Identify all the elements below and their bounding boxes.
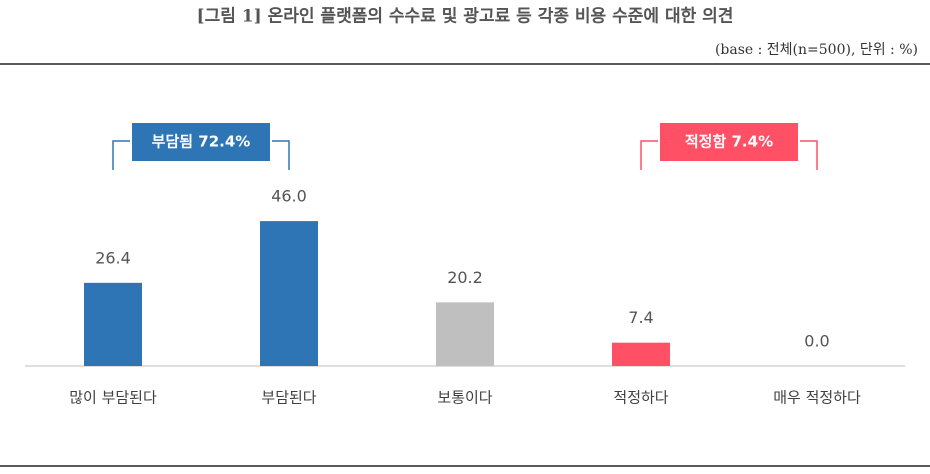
bar	[612, 342, 670, 366]
annotation-label: 적정함 7.4%	[685, 133, 773, 151]
bar	[260, 221, 318, 366]
chart-subtitle: (base : 전체(n=500), 단위 : %)	[715, 42, 918, 58]
annotation-label: 부담됨 72.4%	[152, 133, 251, 151]
value-label: 20.2	[447, 268, 483, 287]
bar	[84, 282, 142, 366]
value-label: 46.0	[271, 187, 307, 206]
x-tick-label: 보통이다	[437, 389, 492, 407]
annotation-box	[658, 121, 800, 163]
x-tick-label: 많이 부담된다	[69, 389, 157, 407]
x-tick-label: 부담된다	[261, 389, 316, 407]
value-label: 26.4	[95, 248, 131, 267]
x-tick-label: 매우 적정하다	[773, 389, 861, 407]
x-tick-label: 적정하다	[613, 389, 668, 407]
annotation-box	[130, 121, 272, 163]
value-label: 7.4	[628, 308, 653, 327]
chart-title: [그림 1] 온라인 플랫폼의 수수료 및 광고료 등 각종 비용 수준에 대한…	[197, 7, 734, 27]
bar	[436, 302, 494, 366]
value-label: 0.0	[804, 332, 829, 351]
